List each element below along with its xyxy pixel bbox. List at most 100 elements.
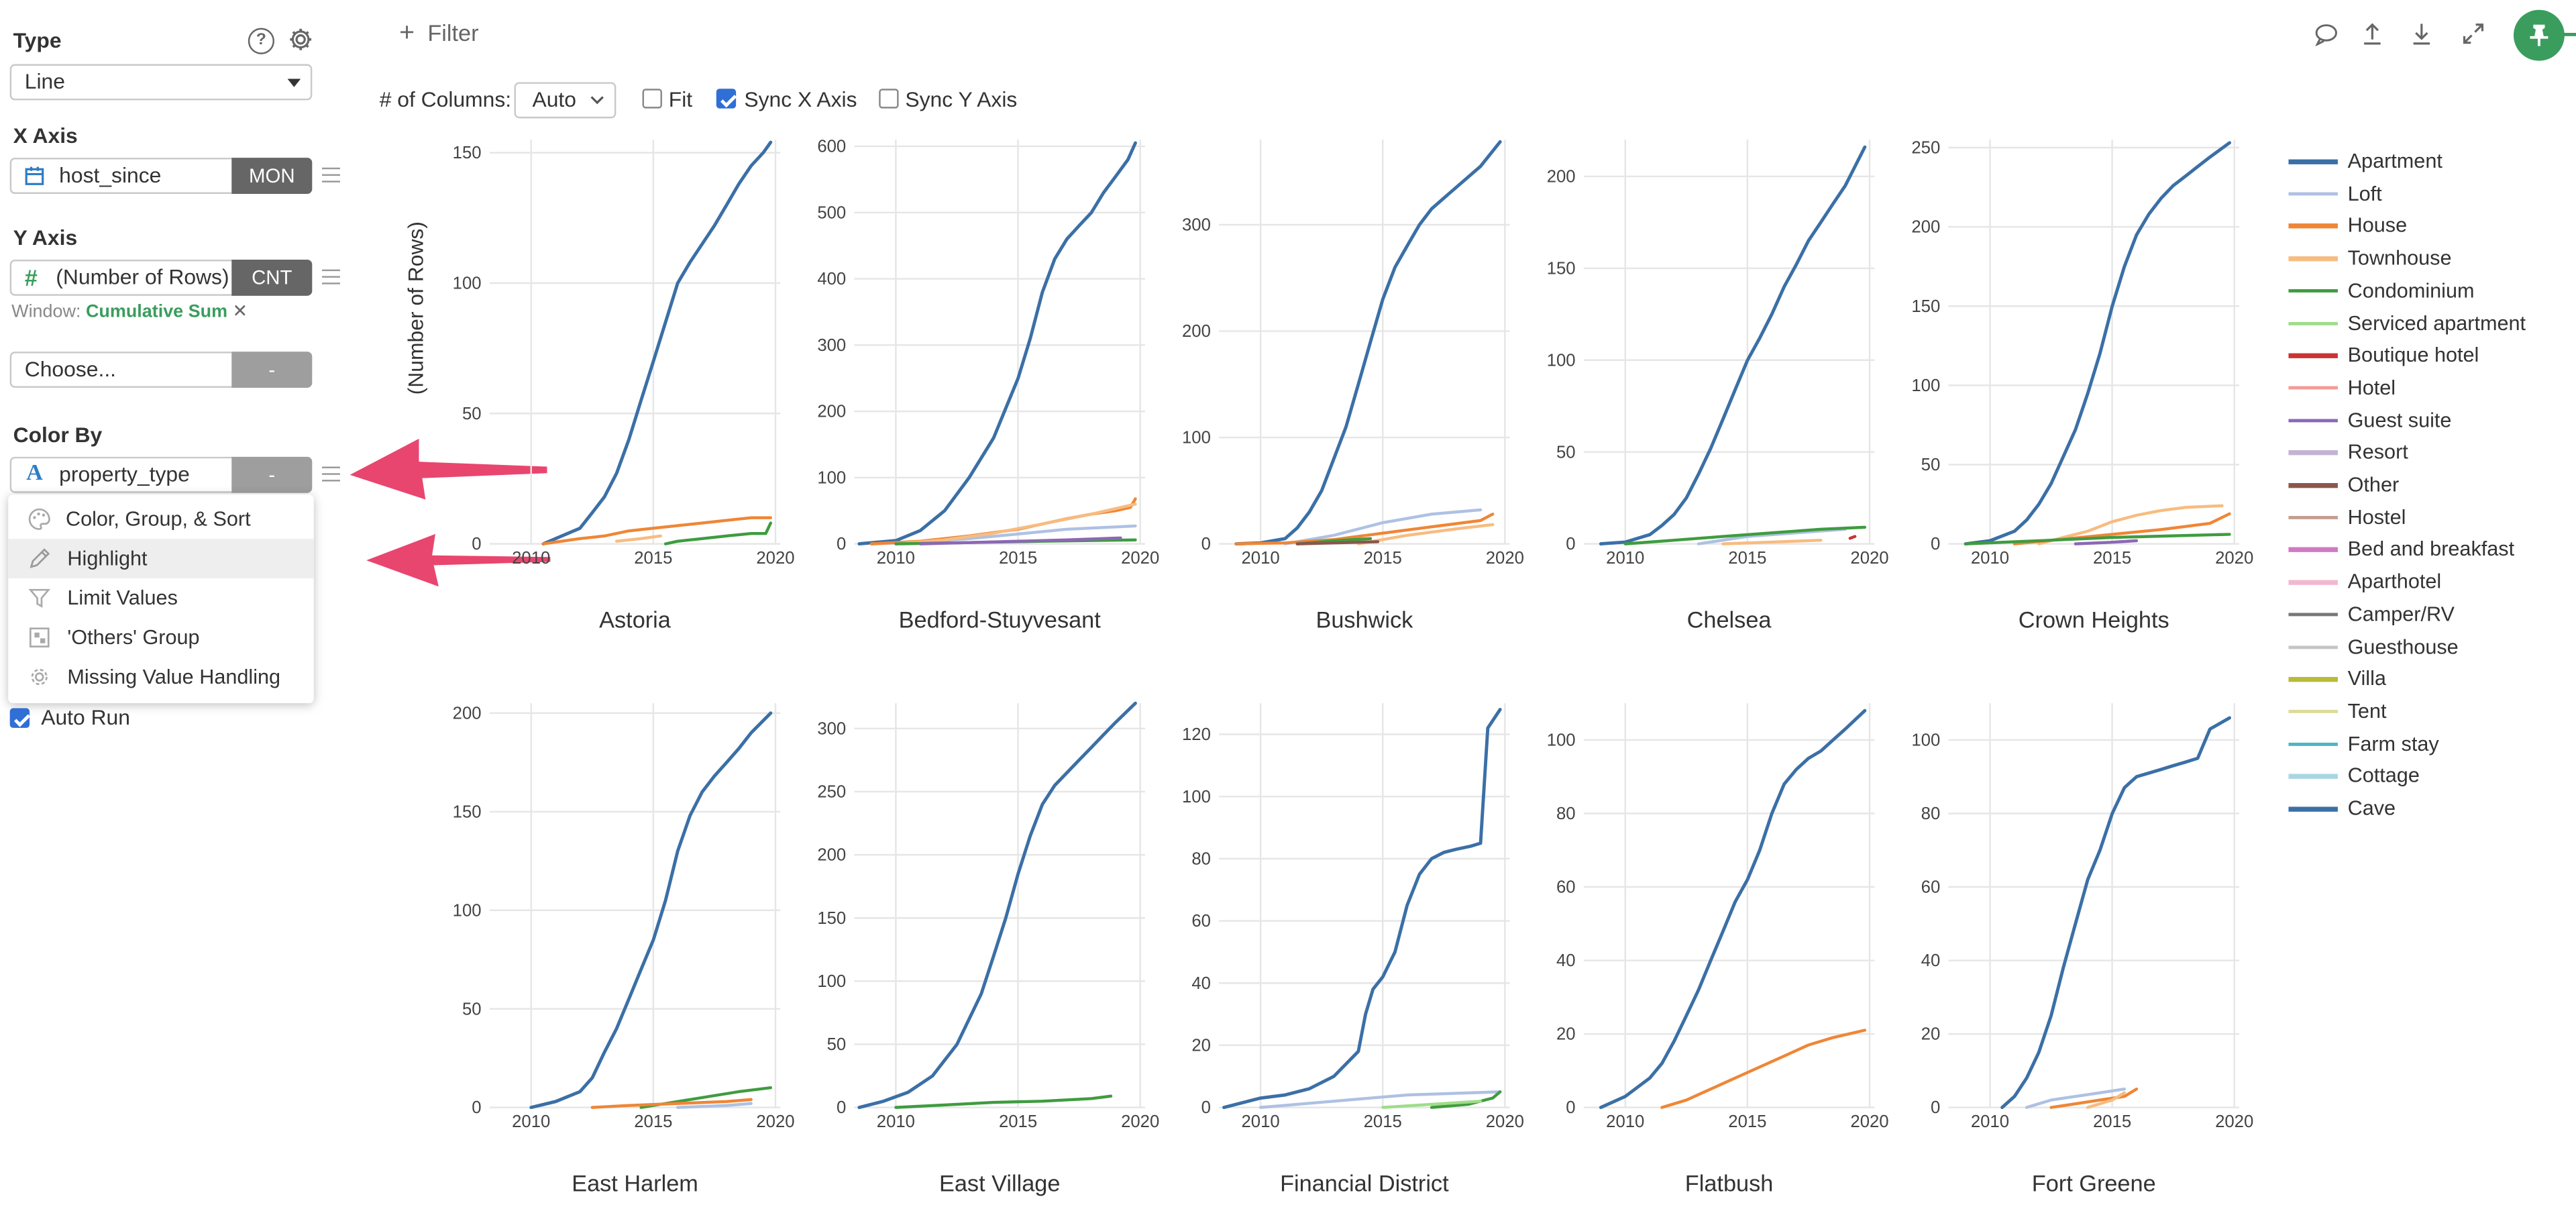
x-tick-label: 2020 [1121,549,1159,568]
color-by-dropdown-menu: Color, Group, & Sort Highlight Limit Val… [8,494,314,704]
chart-panel: 2010 2015 2020 0 20 40 60 80 100 120 [1182,703,1524,1131]
y-tick-label: 400 [817,270,846,288]
legend-swatch [2288,191,2338,196]
series-line-house [1660,1029,1867,1109]
series-line-townhouse [894,503,1137,545]
y-tick-label: 60 [1921,878,1941,897]
y-tick-label: 100 [817,972,846,991]
choose-agg-button[interactable]: - [231,352,313,388]
menu-item-others-group[interactable]: 'Others' Group [8,618,314,658]
chart-panel: 2010 2015 2020 0 50 100 150 200 250 [1911,139,2253,568]
x-tick-label: 2010 [1971,549,2009,568]
series-line-condominium [1964,533,2231,545]
y-tick-label: 120 [1182,725,1211,744]
series-line-apartment [857,141,1137,546]
x-axis-menu-icon[interactable] [322,167,340,182]
panel-title: Financial District [1280,1169,1449,1196]
legend-label: Cave [2347,796,2396,821]
y-tick-label: 100 [1911,376,1940,395]
window-value[interactable]: Cumulative Sum [85,302,228,323]
y-axis-section-title: Y Axis [13,225,78,250]
y-tick-label: 20 [1191,1037,1211,1055]
x-tick-label: 2015 [2093,549,2131,568]
x-tick-label: 2020 [1486,1112,1524,1131]
y-tick-label: 300 [1182,216,1211,235]
legend-swatch [2288,353,2338,358]
filter-label: Filter [427,19,479,46]
y-tick-label: 50 [462,1000,482,1018]
chart-panel: 2010 2015 2020 0 50 100 150 200 250 300 [817,701,1159,1131]
y-axis-field[interactable]: # (Number of Rows) [9,259,233,296]
x-axis-section-title: X Axis [13,123,78,148]
menu-item-limit-values[interactable]: Limit Values [8,578,314,618]
expand-icon[interactable] [2461,21,2486,46]
x-tick-label: 2010 [877,549,915,568]
panel-title: Crown Heights [2018,606,2169,633]
color-by-agg-button[interactable]: - [231,456,313,493]
legend-label: Aparthotel [2347,570,2442,594]
download-icon[interactable] [2410,21,2433,46]
series-line-apartment [1964,141,2231,546]
x-tick-label: 2010 [1241,549,1279,568]
menu-item-color-group-sort[interactable]: Color, Group, & Sort [8,499,314,539]
series-line-house [1234,513,1495,545]
panel-title: Astoria [599,606,671,633]
legend-swatch [2288,288,2338,293]
upload-icon[interactable] [2361,21,2383,46]
pin-button[interactable] [2513,9,2565,61]
x-tick-label: 2020 [2215,549,2253,568]
fit-checkbox[interactable] [642,89,662,109]
columns-select[interactable]: Auto [514,82,616,119]
color-by-field[interactable]: A property_type [9,456,233,493]
y-tick-label: 0 [1201,1098,1211,1117]
series-line-loft [2025,1087,2127,1109]
settings-gear-icon[interactable] [288,26,314,52]
y-tick-label: 40 [1556,951,1576,970]
caret-down-icon [287,78,301,87]
y-tick-label: 150 [453,802,482,821]
sync-y-checkbox[interactable] [879,89,899,109]
arrow-to-highlight [366,533,551,587]
color-by-menu-icon[interactable] [322,466,340,482]
menu-item-label: 'Others' Group [67,626,200,649]
y-tick-label: 150 [817,909,846,928]
window-info: Window: Cumulative Sum ✕ [11,301,248,322]
gear-icon [31,668,48,686]
y-tick-label: 150 [1547,259,1576,278]
help-icon[interactable]: ? [248,28,274,54]
legend-label: Serviced apartment [2347,311,2526,335]
legend-swatch [2288,677,2338,682]
legend-label: Hostel [2347,505,2406,529]
y-tick-label: 80 [1556,804,1576,823]
chart-panel: 2010 2015 2020 0 50 100 150 200 [453,703,795,1131]
chart-panel: 2010 2015 2020 0 50 100 150 [453,140,795,568]
x-tick-label: 2020 [1850,549,1888,568]
x-axis-agg-button[interactable]: MON [231,158,313,194]
y-tick-label: 150 [453,144,482,162]
y-tick-label: 40 [1191,974,1211,993]
window-remove-icon[interactable]: ✕ [232,302,248,323]
y-tick-label: 300 [817,336,846,355]
x-tick-label: 2010 [1606,549,1644,568]
panel-title: Flatbush [1684,1169,1774,1196]
y-tick-label: 200 [1182,322,1211,341]
series-line-boutique-hotel [1848,535,1857,540]
auto-run-checkbox[interactable] [9,708,30,728]
chart-type-select[interactable]: Line [9,64,313,101]
legend-label: Bed and breakfast [2347,537,2515,562]
series-line-townhouse [614,534,662,543]
choose-field-select[interactable]: Choose... [9,352,233,388]
y-tick-label: 40 [1921,951,1941,970]
y-tick-label: 80 [1191,849,1211,868]
menu-item-missing-value-handling[interactable]: Missing Value Handling [8,658,314,697]
color-by-section-title: Color By [13,422,103,448]
legend-swatch [2288,256,2338,261]
x-axis-field[interactable]: host_since [9,158,233,194]
y-axis-agg-button[interactable]: CNT [231,259,313,296]
x-tick-label: 2010 [512,1112,550,1131]
menu-item-highlight[interactable]: Highlight [8,539,314,579]
sync-x-checkbox[interactable] [716,89,737,109]
y-axis-menu-icon[interactable] [322,269,340,284]
filter-button[interactable]: + Filter [399,19,478,49]
comment-icon[interactable] [2313,23,2339,46]
